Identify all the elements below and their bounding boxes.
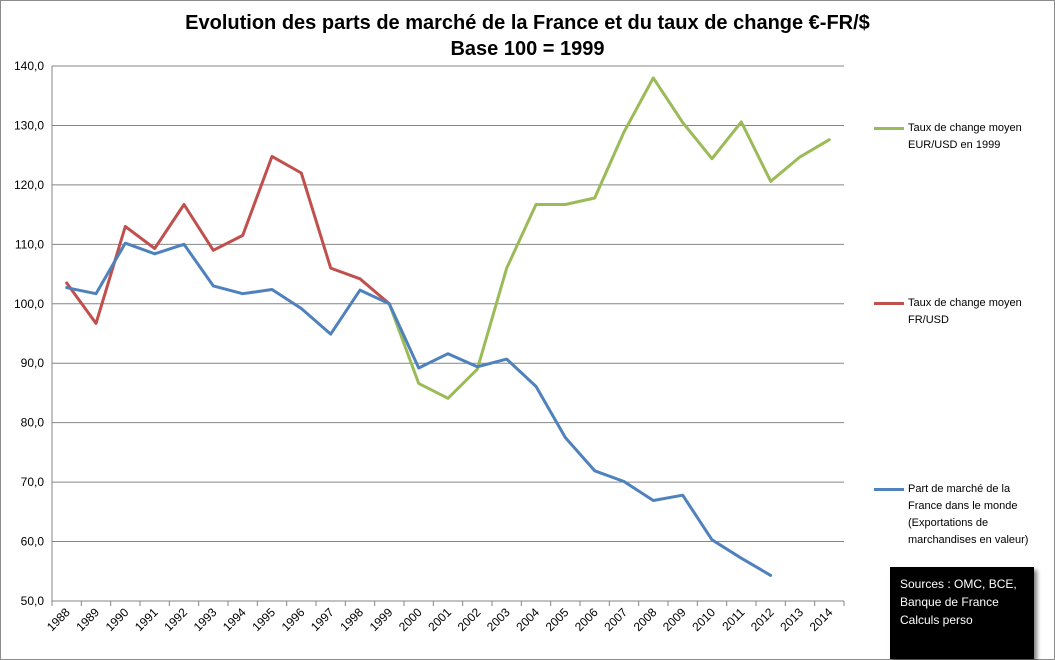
x-tick-label-2014: 2014	[807, 605, 836, 634]
y-tick-label: 70,0	[21, 475, 45, 489]
x-tick-label-2006: 2006	[572, 605, 601, 634]
y-tick-label: 140,0	[14, 59, 44, 73]
y-tick-label: 100,0	[14, 297, 44, 311]
y-tick-label: 110,0	[15, 237, 44, 251]
y-tick-label: 120,0	[14, 178, 44, 192]
x-tick-label-2010: 2010	[689, 605, 718, 634]
y-tick-label: 60,0	[21, 535, 45, 549]
y-tick-label: 90,0	[21, 356, 45, 370]
legend-label-fr-usd: Taux de change moyen FR/USD	[908, 297, 1022, 326]
y-tick-label: 50,0	[21, 594, 45, 608]
x-tick-label-2003: 2003	[484, 605, 513, 634]
x-tick-label-1996: 1996	[279, 605, 308, 634]
x-tick-label-1988: 1988	[44, 605, 73, 634]
x-tick-label-1999: 1999	[367, 605, 396, 634]
legend-item-eur-usd: Taux de change moyen EUR/USD en 1999	[874, 120, 1055, 154]
legend-label-market-share: Part de marché de la France dans le mond…	[908, 483, 1029, 546]
chart-title-line1: Evolution des parts de marché de la Fran…	[185, 12, 870, 34]
x-tick-label-1998: 1998	[337, 605, 366, 634]
sources-box: Sources : OMC, BCE, Banque de France Cal…	[890, 567, 1034, 659]
series-line-fr-usd	[65, 154, 391, 325]
x-tick-label-1993: 1993	[191, 605, 220, 634]
x-tick-label-2009: 2009	[660, 605, 689, 634]
series-line-market-share	[65, 241, 773, 577]
chart-title: Evolution des parts de marché de la Fran…	[0, 10, 1055, 62]
x-tick-label-1991: 1991	[132, 605, 161, 634]
x-tick-label-1997: 1997	[308, 605, 337, 634]
x-tick-label-2012: 2012	[748, 605, 777, 634]
legend-swatch-fr-usd	[874, 302, 904, 305]
x-tick-label-2005: 2005	[543, 605, 572, 634]
chart-title-line2: Base 100 = 1999	[450, 38, 605, 60]
legend-item-fr-usd: Taux de change moyen FR/USD	[874, 295, 1055, 329]
series-line-eur-usd	[387, 76, 831, 400]
legend-label-eur-usd: Taux de change moyen EUR/USD en 1999	[908, 122, 1022, 151]
x-tick-label-1992: 1992	[161, 605, 190, 634]
x-tick-label-2008: 2008	[631, 605, 660, 634]
legend-swatch-market-share	[874, 488, 904, 491]
x-tick-label-2000: 2000	[396, 605, 425, 634]
x-tick-label-2013: 2013	[777, 605, 806, 634]
x-tick-label-1989: 1989	[73, 605, 102, 634]
x-tick-label-1990: 1990	[103, 605, 132, 634]
x-tick-label-2004: 2004	[513, 605, 542, 634]
x-tick-label-2002: 2002	[455, 605, 484, 634]
y-tick-label: 130,0	[14, 118, 44, 132]
y-tick-label: 80,0	[21, 416, 45, 430]
x-tick-label-2011: 2011	[719, 605, 747, 633]
x-tick-label-1995: 1995	[249, 605, 278, 634]
x-tick-label-2001: 2001	[425, 605, 454, 634]
legend-item-market-share: Part de marché de la France dans le mond…	[874, 481, 1055, 549]
x-tick-label-1994: 1994	[220, 605, 249, 634]
legend-swatch-eur-usd	[874, 127, 904, 130]
x-tick-label-2007: 2007	[601, 605, 630, 634]
